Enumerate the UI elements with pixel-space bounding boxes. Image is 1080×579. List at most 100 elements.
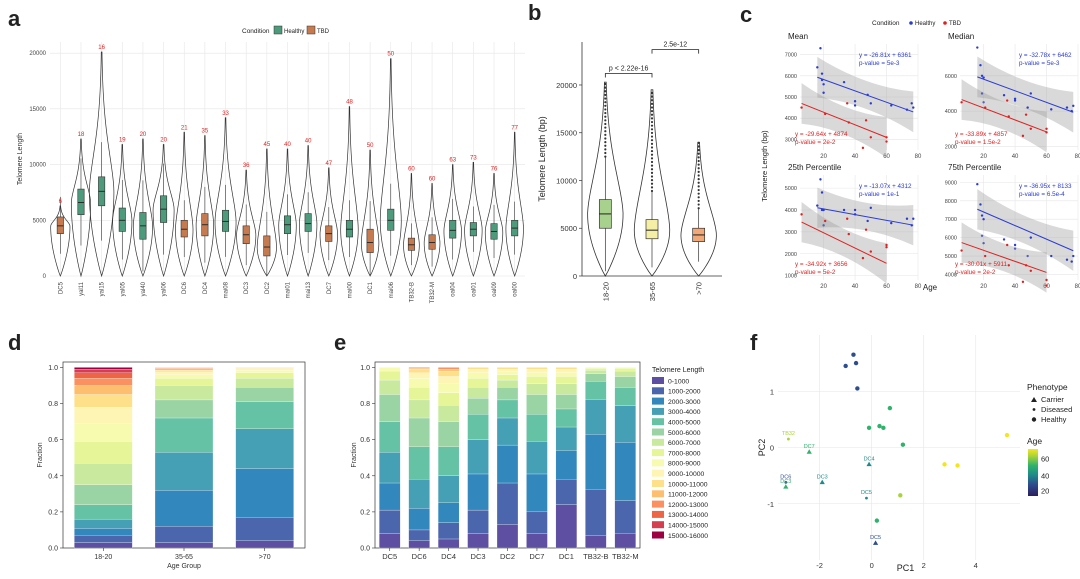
bar-segment-DC1	[556, 409, 577, 427]
tbd-pvalue: p-value = 5e-2	[795, 269, 836, 276]
data-point-tbd	[960, 101, 962, 103]
bar-segment-DC6	[409, 541, 430, 548]
data-point-healthy	[1071, 260, 1073, 262]
legend-label-6000-7000: 6000-7000	[668, 440, 701, 447]
y-tick-label: 0	[573, 272, 577, 281]
outlier-point	[604, 94, 606, 96]
outlier-point	[698, 171, 700, 173]
bar-segment-DC1	[556, 367, 577, 369]
data-point-healthy	[821, 191, 823, 193]
y-tick-label: 0.2	[48, 509, 58, 516]
legend-label-13000-14000: 13000-14000	[668, 512, 708, 519]
bar-segment-TB32-B	[585, 381, 606, 399]
outlier-point	[651, 143, 653, 145]
legend-dot-healthy	[909, 21, 913, 25]
box-oal04	[450, 220, 456, 238]
x-tick-label: 80	[915, 284, 922, 290]
phenotype-legend-title: Phenotype	[1027, 382, 1068, 392]
age-label-TB32-B: 60	[408, 166, 415, 172]
x-tick-label: 2	[922, 561, 926, 570]
box-mai06	[388, 209, 394, 230]
point-healthy	[881, 426, 885, 430]
y-axis-label: Telomere Length (bp)	[760, 130, 769, 202]
data-point-healthy	[911, 102, 913, 104]
legend-swatch-12000-13000	[652, 501, 664, 508]
outlier-point	[651, 92, 653, 94]
bar-segment-TB32-B	[585, 489, 606, 535]
y-tick-label: 3000	[785, 230, 797, 236]
outlier-point	[651, 179, 653, 181]
bar-segment-DC2	[497, 375, 518, 380]
bar-segment-DC6	[409, 368, 430, 369]
bar-segment-35-65	[155, 543, 213, 548]
outlier-point	[698, 203, 700, 205]
x-tick-label-TB32-M: TB32-M	[612, 552, 639, 561]
data-point-healthy	[870, 207, 872, 209]
point-healthy	[854, 361, 858, 365]
panel-a-letter: a	[8, 6, 21, 31]
outlier-point	[698, 149, 700, 151]
bar-segment-DC1	[556, 479, 577, 504]
y-tick-label: -1	[767, 500, 774, 509]
point-healthy	[851, 352, 855, 356]
x-tick-mai08: mai08	[224, 281, 230, 298]
y-tick-label: 7000	[945, 217, 957, 223]
x-tick-18-20: 18-20	[601, 282, 610, 301]
outlier-point	[604, 108, 606, 110]
outlier-point	[604, 134, 606, 136]
bar-segment-DC4	[438, 369, 459, 371]
bar-segment-DC1	[556, 427, 577, 450]
legend-label-carrier: Carrier	[1041, 395, 1064, 404]
x-tick-label: 60	[883, 284, 890, 290]
bar-segment-DC4	[438, 447, 459, 476]
bar-segment-18-20	[74, 373, 132, 378]
outlier-point	[651, 128, 653, 130]
bar-segment-35-65	[155, 490, 213, 526]
y-tick-label: 0.6	[360, 437, 370, 444]
data-point-tbd	[846, 102, 848, 104]
bar-segment-18-20	[74, 543, 132, 548]
data-point-healthy	[976, 183, 978, 185]
outlier-point	[604, 119, 606, 121]
bar-segment-DC4	[438, 367, 459, 369]
age-tick-label: 60	[1041, 455, 1049, 464]
data-point-healthy	[1003, 94, 1005, 96]
tbd-pvalue: p-value = 2e-2	[795, 139, 836, 146]
data-point-tbd	[848, 233, 850, 235]
outlier-point	[651, 139, 653, 141]
point-healthy	[867, 426, 871, 430]
data-point-tbd	[800, 106, 802, 108]
y-tick-label: 5000	[785, 186, 797, 192]
bar-segment-TB32-B	[585, 370, 606, 374]
legend-swatch-15000-16000	[652, 532, 664, 539]
box-TB32-M	[429, 235, 435, 249]
age-label-DC2: 45	[264, 142, 271, 148]
age-label-mai08: 33	[222, 111, 229, 117]
bar-segment-DC5	[379, 371, 400, 380]
bar-segment-DC7	[526, 441, 547, 474]
data-point-tbd	[862, 147, 864, 149]
y-tick-label: 6000	[945, 236, 957, 242]
data-point-tbd	[960, 249, 962, 251]
bar-segment-DC7	[526, 395, 547, 415]
y-tick-label: 10000	[556, 176, 577, 185]
bar-segment-TB32-M	[615, 371, 636, 376]
x-tick-label: 20	[980, 154, 987, 160]
data-point-healthy	[819, 47, 821, 49]
bar-segment->70	[236, 387, 294, 401]
x-tick-label: 0	[870, 561, 874, 570]
legend-swatch-3000-4000	[652, 408, 664, 415]
data-point-healthy	[1003, 238, 1005, 240]
y-tick-label: 5000	[560, 224, 577, 233]
bar-segment-DC2	[497, 445, 518, 483]
data-point-tbd	[865, 119, 867, 121]
outlier-point	[604, 123, 606, 125]
x-tick-yal05: yal05	[120, 281, 126, 296]
x-tick-DC1: DC1	[368, 281, 374, 294]
bar-segment-DC5	[379, 380, 400, 394]
bar-segment-18-20	[74, 369, 132, 373]
